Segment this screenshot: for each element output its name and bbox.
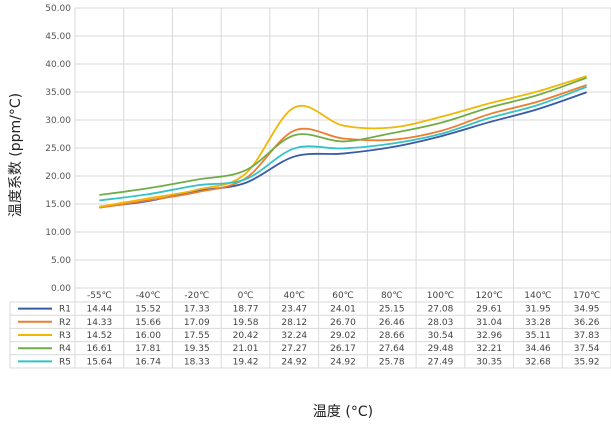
table-cell: 17.81 — [135, 344, 161, 354]
table-cell: 17.09 — [184, 318, 210, 328]
table-cell: 16.00 — [135, 331, 161, 341]
table-cell: 18.33 — [184, 357, 210, 367]
table-cell: 17.55 — [184, 331, 210, 341]
table-cell: 15.64 — [86, 357, 112, 367]
legend-label: R5 — [59, 357, 71, 367]
series-line-r2 — [99, 84, 587, 209]
y-tick-label: 30.00 — [45, 116, 71, 126]
table-cell: 19.58 — [233, 318, 259, 328]
table-cell: 26.46 — [379, 318, 405, 328]
y-tick-label: 50.00 — [45, 4, 71, 14]
y-axis-title: 温度系数 (ppm/°C) — [8, 93, 24, 217]
category-label: 80℃ — [381, 291, 403, 301]
y-tick-label: 20.00 — [45, 172, 71, 182]
table-cell: 28.12 — [281, 318, 307, 328]
table-cell: 15.52 — [135, 305, 161, 315]
table-cell: 27.08 — [428, 305, 454, 315]
table-cell: 24.92 — [330, 357, 356, 367]
table-cell: 18.77 — [233, 305, 259, 315]
table-cell: 14.33 — [86, 318, 112, 328]
legend-label: R1 — [59, 305, 71, 315]
category-label: 60℃ — [332, 291, 354, 301]
table-cell: 28.03 — [428, 318, 454, 328]
y-tick-label: 5.00 — [51, 256, 71, 266]
category-label: 40℃ — [283, 291, 305, 301]
y-tick-label: 25.00 — [45, 144, 71, 154]
legend-label: R4 — [59, 344, 71, 354]
y-tick-label: 45.00 — [45, 32, 71, 42]
table-cell: 26.17 — [330, 344, 356, 354]
table-cell: 36.26 — [574, 318, 600, 328]
table-cell: 27.49 — [428, 357, 454, 367]
table-cell: 29.48 — [428, 344, 454, 354]
y-tick-label: 0.00 — [51, 284, 71, 294]
category-label: 100℃ — [427, 291, 454, 301]
y-axis: 0.00 5.00 10.00 15.00 20.00 25.00 30.00 35.00 40… — [45, 4, 71, 294]
series-lines — [99, 75, 587, 209]
category-label: -20℃ — [184, 291, 209, 301]
y-tick-label: 40.00 — [45, 60, 71, 70]
table-cell: 32.96 — [476, 331, 502, 341]
table-cell: 25.15 — [379, 305, 405, 315]
table-cell: 30.54 — [428, 331, 454, 341]
table-cell: 17.33 — [184, 305, 210, 315]
category-label: -55℃ — [87, 291, 112, 301]
series-line-r3 — [99, 75, 587, 208]
y-tick-label: 35.00 — [45, 88, 71, 98]
table-cell: 23.47 — [281, 305, 307, 315]
table-cell: 33.28 — [525, 318, 551, 328]
table-cell: 32.68 — [525, 357, 551, 367]
table-cell: 29.02 — [330, 331, 356, 341]
grid — [9, 7, 611, 369]
table-cell: 19.35 — [184, 344, 210, 354]
table-cell: 32.21 — [476, 344, 502, 354]
table-cell: 34.46 — [525, 344, 551, 354]
category-label: -40℃ — [136, 291, 161, 301]
table-cell: 27.64 — [379, 344, 405, 354]
table-cell: 35.92 — [574, 357, 600, 367]
table-cell: 28.66 — [379, 331, 405, 341]
table-cell: 31.04 — [476, 318, 502, 328]
table-cell: 34.95 — [574, 305, 600, 315]
series-line-r5 — [99, 86, 587, 202]
y-tick-label: 15.00 — [45, 200, 71, 210]
table-cell: 14.44 — [86, 305, 112, 315]
category-label: 170℃ — [573, 291, 600, 301]
table-cell: 37.83 — [574, 331, 600, 341]
table-cell: 27.27 — [281, 344, 307, 354]
data-table: -55℃ -40℃ -20℃ 0℃ 40℃ 60℃ 80℃ 100℃ 120℃ 140℃ 170℃ R… — [18, 291, 600, 367]
table-cell: 25.78 — [379, 357, 405, 367]
table-cell: 32.24 — [281, 331, 307, 341]
table-cell: 21.01 — [233, 344, 259, 354]
table-cell: 15.66 — [135, 318, 161, 328]
x-axis-title: 温度 (°C) — [313, 404, 373, 420]
y-tick-label: 10.00 — [45, 228, 71, 238]
table-cell: 24.01 — [330, 305, 356, 315]
table-cell: 30.35 — [476, 357, 502, 367]
category-label: 140℃ — [524, 291, 551, 301]
table-cell: 19.42 — [233, 357, 259, 367]
table-cell: 29.61 — [476, 305, 502, 315]
series-line-r1 — [99, 91, 587, 209]
legend-label: R3 — [59, 331, 71, 341]
legend-label: R2 — [59, 318, 71, 328]
table-cell: 20.42 — [233, 331, 259, 341]
series-line-r4 — [99, 76, 587, 196]
category-label: 120℃ — [476, 291, 503, 301]
table-cell: 35.11 — [525, 331, 551, 341]
table-cell: 31.95 — [525, 305, 551, 315]
category-label: 0℃ — [238, 291, 254, 301]
table-cell: 26.70 — [330, 318, 356, 328]
table-cell: 16.74 — [135, 357, 161, 367]
table-cell: 24.92 — [281, 357, 307, 367]
table-cell: 37.54 — [574, 344, 600, 354]
table-cell: 16.61 — [86, 344, 112, 354]
table-cell: 14.52 — [86, 331, 112, 341]
